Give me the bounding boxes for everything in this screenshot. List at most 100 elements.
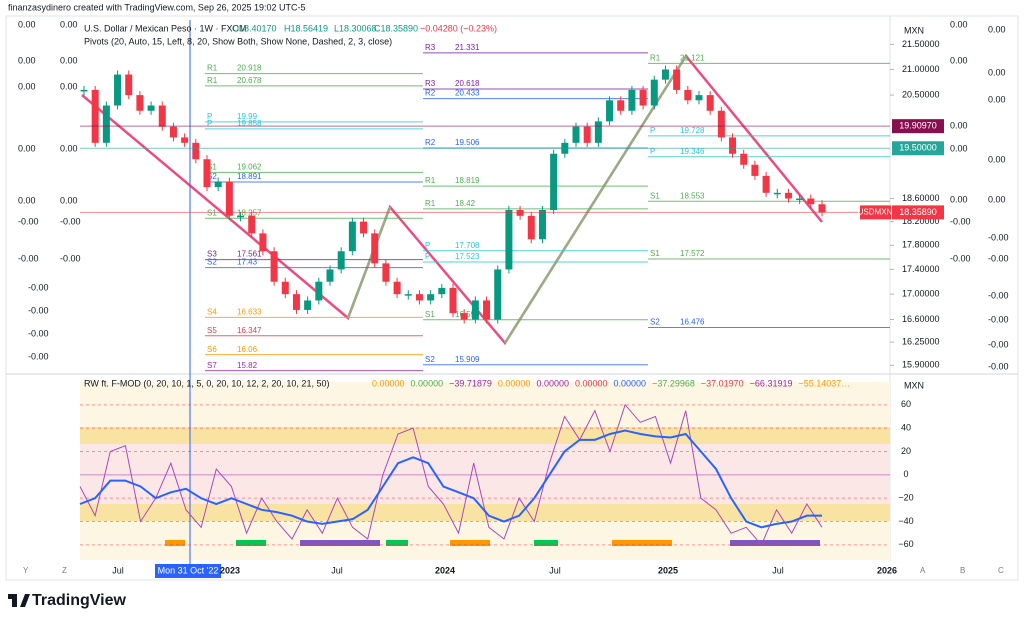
right-scale-label: 0.00: [950, 120, 968, 130]
pivot-value: 18.42: [455, 199, 476, 208]
pivot-name: P: [650, 126, 655, 135]
osc-legend-value: −37.29968: [652, 378, 695, 388]
candle: [214, 181, 222, 188]
pivot-value: 20.433: [455, 89, 480, 98]
osc-legend-value: −55.14037…: [798, 378, 850, 388]
left-scale-label: 0.00: [60, 81, 78, 91]
pivot-value: 16.633: [237, 307, 262, 316]
candle: [550, 153, 558, 211]
y-tick-label: 17.00000: [902, 289, 940, 299]
candle: [516, 210, 524, 216]
pivot-value: 17.523: [455, 252, 480, 261]
left-scale-label: -0.00: [18, 216, 39, 226]
pivot-value: 17.572: [680, 249, 705, 258]
pivot-value: 21.331: [455, 43, 480, 52]
indicator-title: Pivots (20, Auto, 15, Left, 8, 20, Show …: [84, 36, 392, 46]
marker-row: [386, 540, 408, 546]
price-tag: [892, 141, 944, 156]
x-tick-label: Jul: [112, 565, 124, 575]
price-unit: MXN: [904, 25, 924, 35]
candle: [449, 287, 457, 314]
candle: [784, 192, 792, 199]
pivot-value: 15.909: [455, 355, 480, 364]
osc-tick-label: −40: [898, 516, 913, 526]
toolbar-button: C: [998, 566, 1004, 575]
candle: [796, 198, 804, 201]
symbol-tag-label: USDMXN: [858, 207, 893, 216]
y-tick-label: 17.80000: [902, 240, 940, 250]
candle: [371, 233, 379, 264]
y-tick-label: 18.20000: [902, 216, 940, 226]
y-tick-label: 16.25000: [902, 337, 940, 347]
pivot-name: S3: [207, 250, 217, 259]
osc-upper-band: [80, 427, 890, 444]
candle: [393, 281, 401, 295]
right-scale-label: -0.00: [988, 361, 1009, 371]
candle: [661, 69, 669, 80]
pivot-value: 19.728: [680, 126, 705, 135]
pivot-name: R2: [425, 89, 436, 98]
osc-tick-label: −20: [898, 493, 913, 503]
candle: [125, 74, 133, 96]
pivot-value: 19.506: [455, 138, 480, 147]
osc-legend-value: 0.00000: [536, 378, 569, 388]
candle: [91, 89, 99, 143]
candle: [807, 198, 815, 205]
candle: [80, 89, 88, 92]
y-tick-label: 21.00000: [902, 64, 940, 74]
left-scale-label: -0.00: [28, 282, 49, 292]
y-tick-label: 15.90000: [902, 360, 940, 370]
ohlc-value: H18.56419: [284, 23, 328, 33]
osc-unit: MXN: [904, 380, 924, 390]
y-tick-label: 21.50000: [902, 39, 940, 49]
brand-logo: [8, 594, 30, 607]
osc-legend-value: 0.00000: [614, 378, 647, 388]
candle: [628, 89, 636, 111]
candle: [315, 281, 323, 301]
candle: [147, 105, 155, 111]
pivot-name: R1: [650, 53, 661, 62]
caption: finanzasydinero created with TradingView…: [8, 2, 306, 12]
pivot-name: S1: [650, 249, 660, 258]
candle: [337, 251, 345, 270]
candle: [494, 269, 502, 320]
x-tick-label: 2024: [435, 565, 455, 575]
pivot-value: 20.678: [237, 76, 262, 85]
left-scale-label: 0.00: [60, 195, 78, 205]
pivot-name: S2: [650, 318, 660, 327]
left-scale-label: 0.00: [18, 19, 36, 29]
osc-legend-value: 0.00000: [372, 378, 405, 388]
osc-line: [79, 403, 823, 546]
candle: [169, 126, 177, 138]
pivot-name: S4: [207, 307, 217, 316]
pivot-value: 19.346: [680, 147, 705, 156]
pivot-value: 18.819: [455, 176, 480, 185]
pivot-value: 15.82: [237, 361, 258, 370]
right-scale-label: 0.00: [950, 143, 968, 153]
marker-row: [612, 540, 672, 546]
pivot-name: S2: [207, 172, 217, 181]
trend-down: [81, 53, 823, 346]
candle: [203, 159, 211, 188]
pivot-value: 19.062: [237, 163, 262, 172]
pivot-value: 18.891: [237, 172, 262, 181]
pivot-value: 17.708: [455, 241, 480, 250]
candle: [427, 294, 435, 301]
pivot-value: 19.99: [237, 112, 258, 121]
candle: [158, 105, 166, 127]
right-scale-label: 0.00: [988, 24, 1006, 34]
left-scale-label: -0.00: [28, 305, 49, 315]
candle: [505, 210, 513, 270]
markers: [165, 540, 820, 546]
toolbar-button: B: [960, 566, 965, 575]
right-scale-label: -0.00: [988, 314, 1009, 324]
toolbar-button: Y: [23, 566, 29, 575]
pivot-name: R3: [425, 43, 436, 52]
right-scale-label: 0.00: [988, 194, 1006, 204]
candle: [572, 126, 580, 143]
ohlc-value: C18.35890: [374, 23, 418, 33]
candle: [304, 300, 312, 310]
osc-tick-label: 0: [903, 469, 908, 479]
crosshair-tag: [155, 564, 221, 578]
candle: [471, 300, 479, 320]
